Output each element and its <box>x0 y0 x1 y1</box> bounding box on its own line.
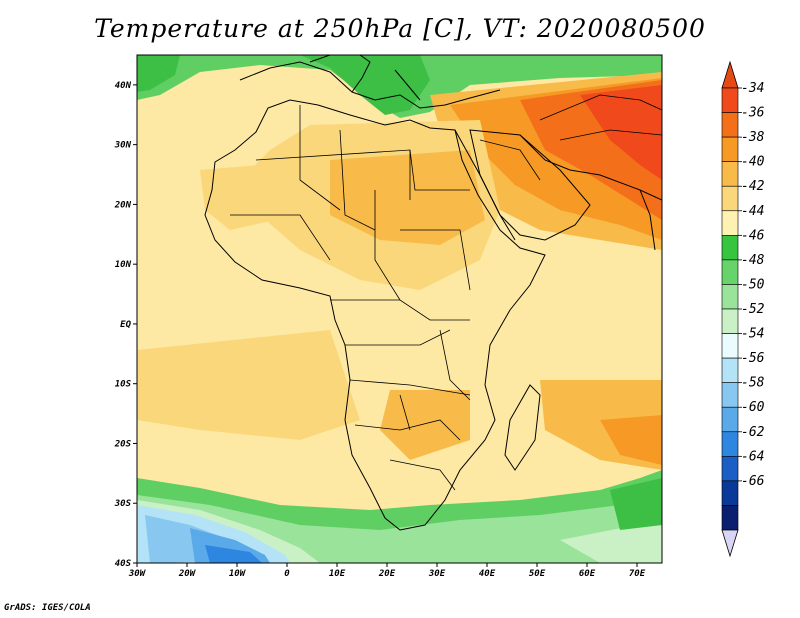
temperature-field <box>137 55 662 563</box>
colorbar-swatch <box>721 382 739 408</box>
colorbar-swatch <box>721 136 739 162</box>
x-axis: 30W 20W 10W 0 10E 20E 30E 40E 50E 60E 70E <box>128 563 646 579</box>
borders <box>230 94 662 491</box>
x-tick-label: 60E <box>579 569 596 579</box>
colorbar-label: -34 <box>741 81 764 96</box>
colorbar-swatch <box>721 480 739 506</box>
colorbar-swatch <box>721 505 739 531</box>
colorbar-swatch <box>721 308 739 334</box>
y-tick-label: 10N <box>115 260 132 270</box>
x-tick-label: 50E <box>529 569 546 579</box>
colorbar-swatch <box>721 284 739 310</box>
colorbar-swatch <box>721 406 739 433</box>
colorbar-label: -58 <box>741 376 765 391</box>
colorbar-label: -44 <box>741 204 764 219</box>
y-tick-label: 30S <box>114 499 132 509</box>
colorbar-label: -42 <box>741 179 765 194</box>
x-tick-label: 20E <box>378 569 396 579</box>
y-tick-label: 20S <box>114 439 132 449</box>
x-tick-label: 30W <box>128 569 147 579</box>
credit-text: GrADS: IGES/COLA <box>4 603 91 613</box>
y-tick-label: 10S <box>115 380 132 390</box>
y-tick-label: 30N <box>114 141 132 151</box>
colorbar-swatch <box>721 161 739 187</box>
colorbar-bottom-arrow <box>721 529 739 558</box>
x-tick-label: 20W <box>178 569 197 579</box>
x-tick-label: 30E <box>428 569 446 579</box>
colorbar-label: -40 <box>741 155 765 170</box>
x-tick-label: 10W <box>229 569 247 579</box>
x-tick-label: 0 <box>284 569 290 579</box>
colorbar-label: -62 <box>741 425 765 440</box>
colorbar-label: -48 <box>741 253 765 268</box>
x-tick-label: 10E <box>329 569 346 579</box>
colorbar-swatch <box>721 185 739 212</box>
colorbar-swatch <box>721 87 739 113</box>
colorbar-label: -36 <box>741 106 765 121</box>
colorbar-label: -54 <box>741 327 764 342</box>
y-tick-label: 40N <box>115 81 132 91</box>
colorbar-label: -66 <box>741 474 765 489</box>
y-tick-label: EQ <box>120 320 131 330</box>
y-axis: 40S 30S 20S 10S EQ 10N 20N 30N 40N <box>114 81 137 569</box>
colorbar: -34 -36 -38 -40 -42 -44 -46 -48 -50 -52 -54 -56 -58 -… <box>721 60 765 558</box>
colorbar-swatch <box>721 235 739 261</box>
colorbar-label: -50 <box>741 277 765 292</box>
colorbar-label: -60 <box>741 400 765 415</box>
colorbar-label: -52 <box>741 302 765 317</box>
colorbar-swatch <box>721 431 739 457</box>
colorbar-swatch <box>721 456 739 482</box>
plot-frame <box>136 54 663 564</box>
y-tick-label: 40S <box>115 559 132 569</box>
colorbar-swatch <box>721 210 739 236</box>
x-tick-label: 40E <box>479 569 496 579</box>
colorbar-label: -64 <box>741 449 764 464</box>
colorbar-label: -46 <box>741 228 765 243</box>
colorbar-label: -38 <box>741 130 765 145</box>
y-tick-label: 20N <box>114 200 132 210</box>
colorbar-swatch <box>721 357 739 383</box>
page-title: Temperature at 250hPa [C], VT: 202008050… <box>94 14 706 43</box>
colorbar-top-arrow <box>721 60 739 89</box>
colorbar-swatch <box>721 259 739 285</box>
colorbar-swatch <box>721 333 739 359</box>
coastlines <box>204 55 662 531</box>
colorbar-label: -56 <box>741 351 765 366</box>
x-tick-label: 70E <box>629 569 646 579</box>
colorbar-swatch <box>721 112 739 138</box>
